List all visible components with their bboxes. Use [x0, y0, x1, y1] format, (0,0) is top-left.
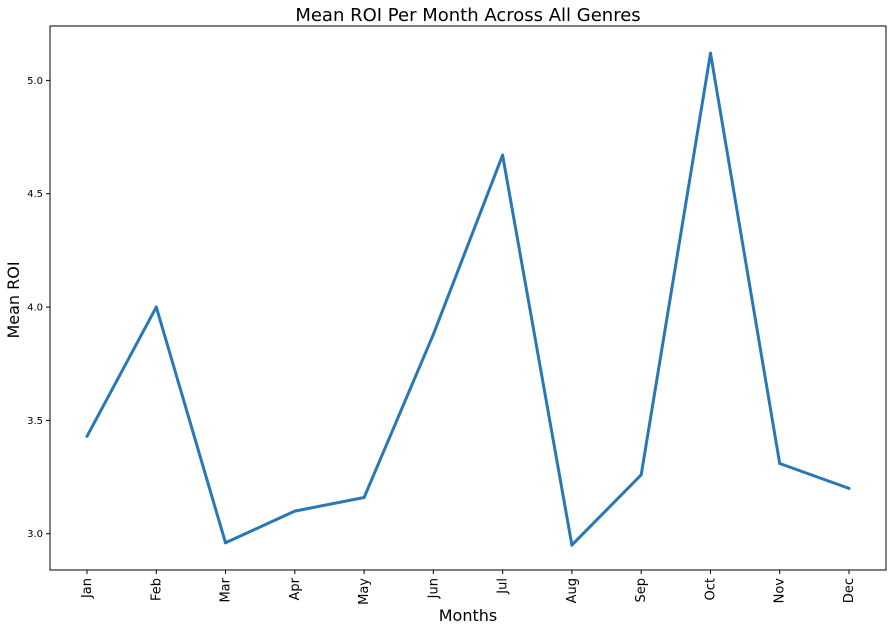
- y-tick-label: 5.0: [27, 76, 43, 87]
- y-tick-label: 4.5: [27, 189, 43, 200]
- series-line: [85, 51, 851, 547]
- data-point: [85, 434, 89, 438]
- x-tick-label: Jan: [80, 578, 95, 599]
- data-point: [501, 153, 505, 157]
- x-tick-label: Jun: [426, 578, 441, 599]
- data-point: [778, 461, 782, 465]
- chart-title: Mean ROI Per Month Across All Genres: [295, 5, 640, 26]
- x-tick-label: Oct: [703, 578, 718, 600]
- data-point: [362, 495, 366, 499]
- data-point: [224, 541, 228, 545]
- x-tick-label: Apr: [288, 577, 303, 600]
- y-tick-label: 3.5: [27, 416, 43, 427]
- x-tick-label: Aug: [565, 578, 580, 603]
- data-point: [154, 305, 158, 309]
- plot-frame: [49, 25, 887, 571]
- y-tick-label: 4.0: [27, 303, 43, 314]
- x-tick-label: Mar: [219, 577, 234, 602]
- x-tick-label: Dec: [842, 578, 857, 603]
- x-tick-label: May: [357, 578, 372, 605]
- series-group: [85, 51, 851, 547]
- data-point: [431, 332, 435, 336]
- x-tick-label: Jul: [496, 578, 511, 595]
- data-point: [708, 51, 712, 55]
- y-axis-label: Mean ROI: [4, 261, 23, 338]
- y-axis: 3.0 3.5 4.0 4.5 5.0: [27, 76, 50, 540]
- data-point: [847, 486, 851, 490]
- data-point: [639, 473, 643, 477]
- x-tick-label: Feb: [149, 578, 164, 601]
- x-tick-label: Sep: [634, 578, 649, 603]
- x-axis: Jan Feb Mar Apr May Jun Jul Aug Sep Oct Nov Dec: [80, 570, 857, 605]
- x-axis-label: Months: [439, 606, 497, 625]
- x-tick-label: Nov: [773, 578, 788, 604]
- data-point: [570, 543, 574, 547]
- data-point: [293, 509, 297, 513]
- y-tick-label: 3.0: [27, 529, 43, 540]
